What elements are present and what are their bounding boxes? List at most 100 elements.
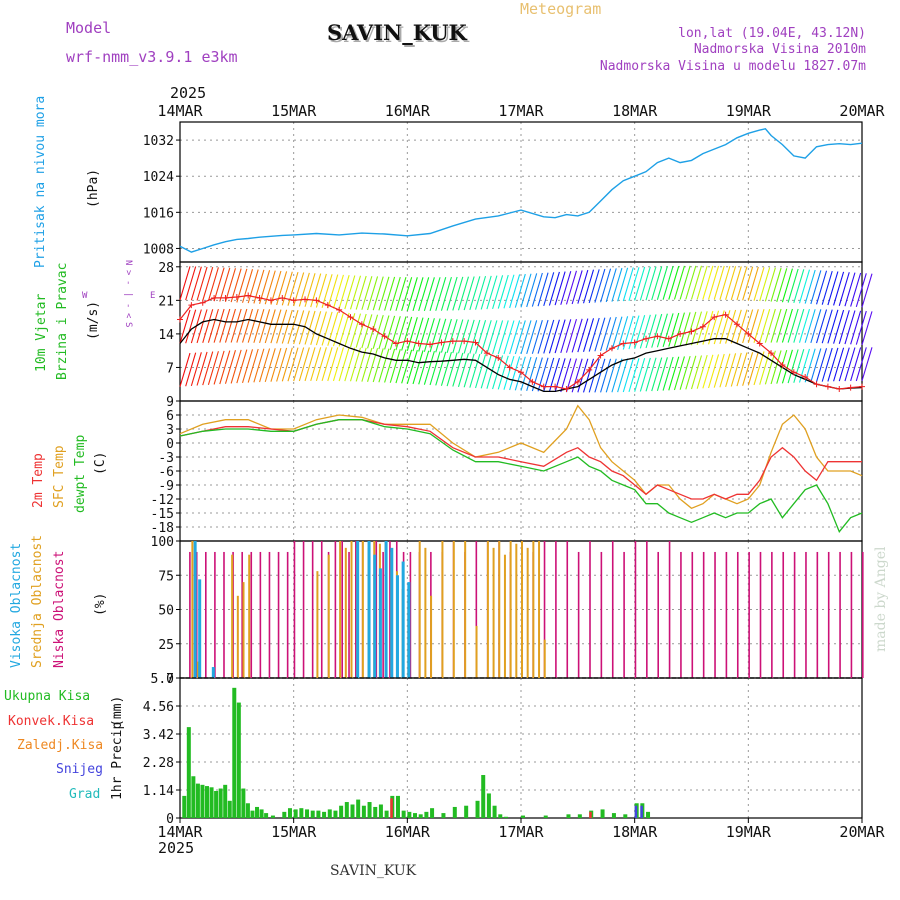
footer-station: SAVIN_KUK xyxy=(330,863,417,879)
y-tick-label: 3 xyxy=(166,423,174,438)
wind-barb xyxy=(855,310,867,345)
wind-barb xyxy=(247,269,259,304)
wind-mean-line xyxy=(179,318,863,393)
panel-frame xyxy=(179,121,863,263)
wind-barb xyxy=(759,350,771,385)
legend-conv: Konvek.Kisa xyxy=(8,714,94,729)
wind-barb xyxy=(861,311,873,346)
x-tick-label-top: 18MAR xyxy=(612,102,658,120)
dewpt-label: dewpt Temp xyxy=(73,435,88,513)
high-cloud-bar xyxy=(356,541,360,678)
wind-barb xyxy=(503,355,515,390)
low-cloud-bar xyxy=(268,551,271,678)
mid-cloud-bar xyxy=(197,661,200,678)
wind-barb xyxy=(656,266,668,300)
wind-barb xyxy=(645,266,657,301)
total-precip-bar xyxy=(316,810,321,818)
wind-barb xyxy=(457,353,470,388)
wind-max-marker xyxy=(768,350,775,357)
wind-max-marker xyxy=(665,335,672,342)
wind-barb xyxy=(798,269,811,304)
wind-barb xyxy=(770,267,782,302)
wind-barb xyxy=(202,309,214,343)
wind-barb xyxy=(412,317,424,352)
y-tick-label: 3.42 xyxy=(143,728,174,743)
wind-barb xyxy=(179,352,191,387)
wind-barb xyxy=(838,272,850,306)
mid-cloud-bar xyxy=(424,547,427,678)
wind-max-marker xyxy=(529,378,536,385)
wind-barb xyxy=(264,309,276,344)
y-tick-label: 28 xyxy=(158,261,174,276)
mid-cloud-bar xyxy=(236,595,239,678)
wind-barb xyxy=(827,271,839,306)
wind-max-marker xyxy=(427,341,434,348)
wind-barb xyxy=(565,270,577,305)
wind-max-marker xyxy=(358,321,365,328)
wind-max-marker xyxy=(813,381,820,388)
wind-barb xyxy=(230,268,242,303)
wind-barb xyxy=(355,313,367,348)
temp2m-label: 2m Temp xyxy=(31,453,46,508)
wind-barb xyxy=(554,319,566,354)
x-tick-label-bottom: 17MAR xyxy=(498,823,544,841)
wind-barb xyxy=(213,267,225,302)
wind-max-marker xyxy=(222,294,229,301)
low-cloud-bar xyxy=(348,551,350,678)
wind-barb xyxy=(639,357,651,392)
y-tick-label: 4.56 xyxy=(143,700,174,715)
x-tick-label-bottom: 18MAR xyxy=(612,823,658,841)
wind-barb xyxy=(338,347,350,382)
wind-barb xyxy=(475,354,487,389)
sfc-temp-line xyxy=(179,404,863,510)
wind-barb xyxy=(219,350,231,385)
wind-barb xyxy=(753,267,765,301)
wind-max-marker xyxy=(733,321,740,328)
low-cloud-bar xyxy=(375,541,378,678)
low-cloud-bar xyxy=(302,541,305,678)
y-tick-label: 0 xyxy=(166,672,174,687)
total-precip-bar xyxy=(182,795,187,818)
y-tick-label: 6 xyxy=(166,409,174,424)
total-precip-bar xyxy=(227,800,232,818)
wind-max-marker xyxy=(370,326,377,333)
wind-barb xyxy=(838,347,850,382)
wind-barb xyxy=(520,320,532,355)
wind-barb xyxy=(651,266,663,301)
wind-barb xyxy=(378,315,390,350)
wind-barb xyxy=(582,318,595,352)
wind-barb xyxy=(804,269,816,304)
wind-max-marker xyxy=(643,335,650,342)
total-precip-bar xyxy=(395,795,400,818)
wind-barb xyxy=(571,358,583,393)
wind-barb xyxy=(355,347,367,382)
low-cloud-bar xyxy=(259,551,262,678)
wind-barb xyxy=(764,308,776,343)
wind-barb xyxy=(747,266,759,301)
wind-barb xyxy=(469,353,481,388)
low-cloud-bar xyxy=(311,541,314,678)
wind-barb xyxy=(230,308,242,343)
total-precip-bar xyxy=(486,793,491,818)
wind-barb xyxy=(679,312,691,346)
wind-barb xyxy=(349,347,362,382)
low-cloud-bar xyxy=(189,551,191,678)
low-cloud-bar xyxy=(611,541,614,678)
low-cloud-bar xyxy=(205,551,207,678)
total-precip-bar xyxy=(191,776,196,818)
wind-max-marker xyxy=(267,297,274,304)
wind-barb xyxy=(622,267,634,302)
wind-barb xyxy=(207,267,219,302)
low-cloud-bar xyxy=(389,541,391,678)
wind-barb xyxy=(582,358,595,393)
low-cloud-bar xyxy=(277,551,280,678)
wind-max-marker xyxy=(563,386,570,393)
low-cloud-bar xyxy=(475,541,478,678)
low-cloud-bar xyxy=(793,551,796,678)
wind-compass: W N > - | - < S E xyxy=(82,260,155,327)
wind-barb xyxy=(594,268,606,303)
total-precip-bar xyxy=(356,799,361,818)
wind-barb xyxy=(463,276,475,311)
wind-barb xyxy=(384,315,396,350)
wind-barb xyxy=(224,268,236,302)
